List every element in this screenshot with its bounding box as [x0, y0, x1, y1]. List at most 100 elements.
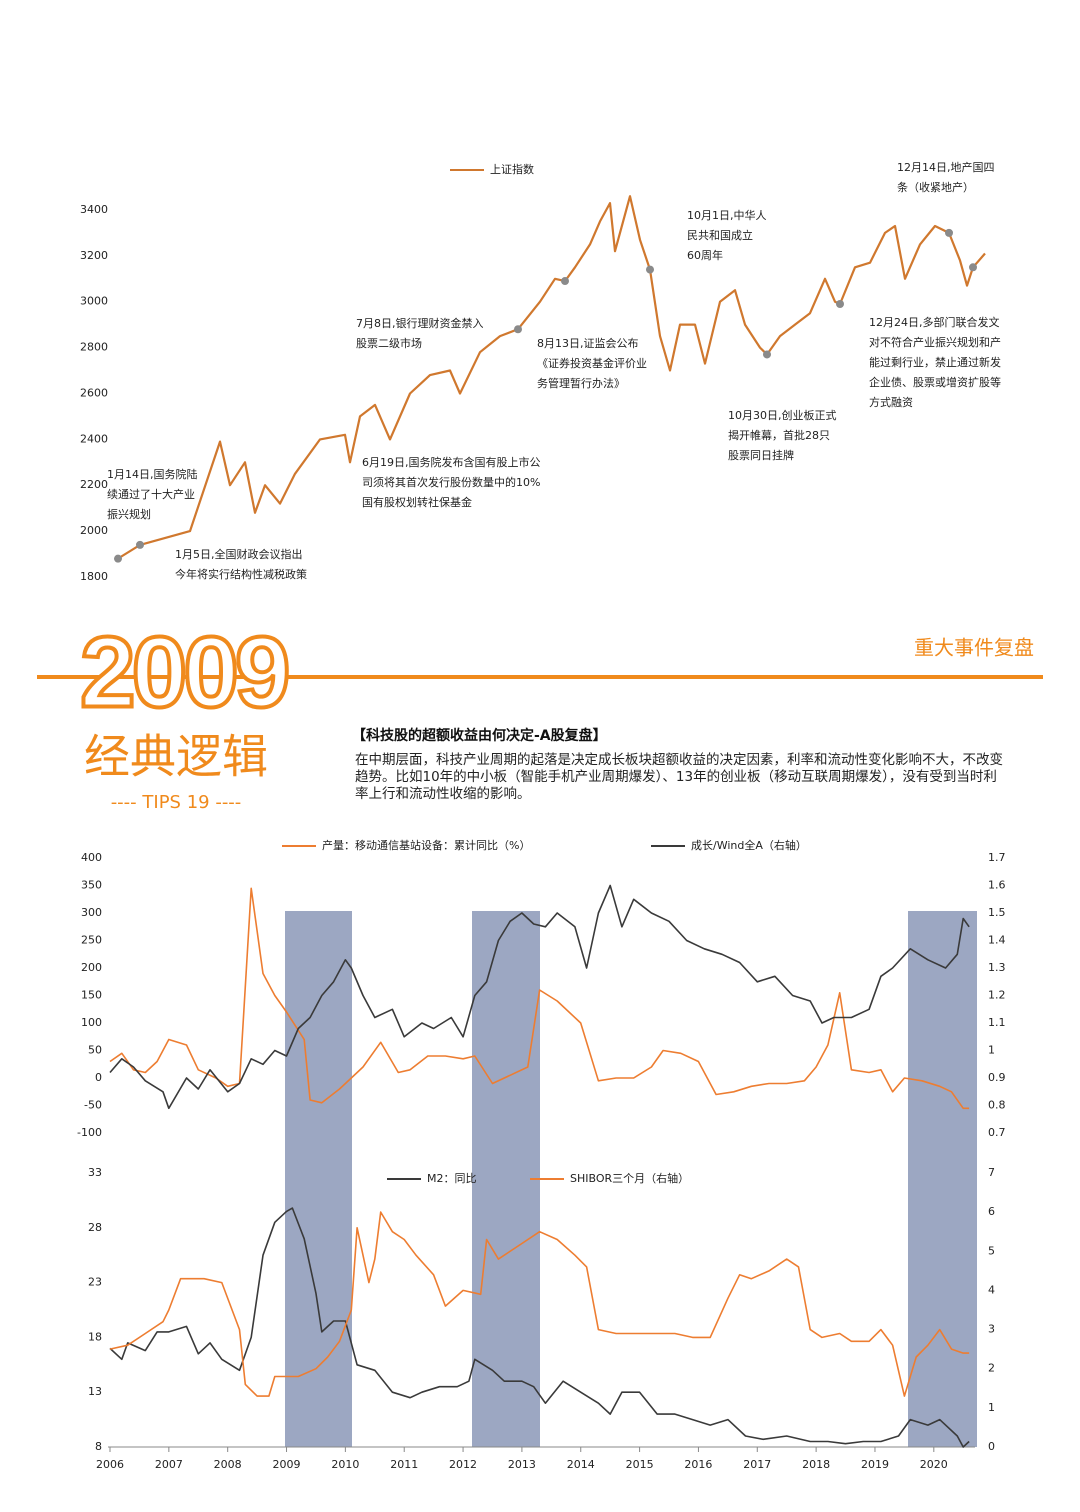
- y2-tick-label: 1.2: [988, 989, 1006, 1002]
- x-tick-label: 2015: [626, 1458, 654, 1471]
- y-tick-label: 100: [81, 1016, 102, 1029]
- y-tick-label: 3400: [80, 203, 108, 216]
- annotation: 10月1日,中华人: [687, 208, 767, 222]
- y2-tick-label: 1.5: [988, 906, 1006, 919]
- x-tick-label: 2020: [920, 1458, 948, 1471]
- annotation: 10月30日,创业板正式: [728, 408, 837, 422]
- event-dot: [646, 265, 654, 274]
- event-dot: [763, 350, 771, 359]
- y-tick-label: 18: [88, 1330, 102, 1343]
- annotation: 司须将其首次发行股份数量中的10%: [362, 475, 540, 489]
- section-title: 重大事件复盘: [914, 636, 1034, 660]
- highlight-band: [908, 911, 977, 1447]
- y-tick-label: -100: [77, 1126, 102, 1139]
- event-dot: [114, 554, 122, 563]
- y-tick-label: 250: [81, 934, 102, 947]
- x-tick-label: 2018: [802, 1458, 830, 1471]
- tips-label: ---- TIPS 19 ----: [111, 792, 242, 813]
- x-tick-label: 2010: [331, 1458, 359, 1471]
- y2-tick-label: 1.4: [988, 934, 1006, 947]
- y2-tick-label: 1: [988, 1044, 995, 1057]
- event-dot: [945, 228, 953, 237]
- y2-tick-label: 5: [988, 1244, 995, 1257]
- y-tick-label: 2800: [80, 341, 108, 354]
- legend-label: 上证指数: [490, 162, 534, 176]
- annotation: 揭开帷幕，首批28只: [728, 428, 830, 442]
- y-tick-label: 2600: [80, 386, 108, 399]
- y2-tick-label: 4: [988, 1283, 995, 1296]
- x-tick-label: 2017: [743, 1458, 771, 1471]
- y-tick-label: 23: [88, 1276, 102, 1289]
- y-tick-label: 400: [81, 851, 102, 864]
- y-tick-label: 8: [95, 1440, 102, 1453]
- legend-label: M2：同比: [427, 1172, 477, 1185]
- y2-tick-label: 1.7: [988, 851, 1006, 864]
- annotation: 条（收紧地产）: [897, 180, 974, 194]
- series-line: [109, 884, 970, 1110]
- legend-label: SHIBOR三个月（右轴）: [570, 1171, 689, 1185]
- annotation: 方式融资: [869, 395, 913, 409]
- annotation: 12月14日,地产国四: [897, 160, 995, 174]
- y2-tick-label: 7: [988, 1166, 995, 1179]
- y-tick-label: 1800: [80, 570, 108, 583]
- legend-label: 成长/Wind全A（右轴）: [691, 838, 807, 852]
- event-dot: [836, 300, 844, 308]
- heading: 【科技股的超额收益由何决定-A股复盘】: [352, 728, 607, 744]
- x-tick-label: 2014: [567, 1458, 595, 1471]
- series-line: [109, 1211, 970, 1397]
- annotation: 对不符合产业振兴规划和产: [869, 335, 1001, 349]
- y2-tick-label: 1.3: [988, 961, 1006, 974]
- y-tick-label: 13: [88, 1385, 102, 1398]
- annotation: 《证券投资基金评价业: [537, 356, 647, 370]
- y-tick-label: 2200: [80, 478, 108, 491]
- annotation: 12月24日,多部门联合发文: [869, 315, 1000, 329]
- event-dot: [514, 325, 522, 334]
- y2-tick-label: 3: [988, 1323, 995, 1336]
- event-dot: [969, 263, 977, 272]
- annotation: 7月8日,银行理财资金禁入: [356, 316, 484, 330]
- x-tick-label: 2008: [214, 1458, 242, 1471]
- y-tick-label: 150: [81, 989, 102, 1002]
- annotation: 续通过了十大产业: [107, 487, 195, 501]
- y2-tick-label: 1: [988, 1401, 995, 1414]
- annotation: 民共和国成立: [687, 228, 753, 242]
- series-line: [117, 195, 986, 560]
- y-tick-label: 300: [81, 906, 102, 919]
- y-tick-label: 33: [88, 1166, 102, 1179]
- highlight-band: [472, 911, 540, 1447]
- y2-tick-label: 0.9: [988, 1071, 1006, 1084]
- event-dot: [136, 540, 144, 549]
- series-line: [109, 1207, 970, 1448]
- y-tick-label: 0: [95, 1071, 102, 1084]
- y-tick-label: 2400: [80, 432, 108, 445]
- annotation: 振兴规划: [107, 507, 151, 521]
- y-tick-label: -50: [84, 1099, 102, 1112]
- y2-tick-label: 0.7: [988, 1126, 1006, 1139]
- annotation: 8月13日,证监会公布: [537, 337, 639, 350]
- annotation: 能过剩行业，禁止通过新发: [869, 355, 1001, 369]
- y2-tick-label: 1.6: [988, 879, 1006, 892]
- y2-tick-label: 0.8: [988, 1099, 1006, 1112]
- y2-tick-label: 0: [988, 1440, 995, 1453]
- y2-tick-label: 1.1: [988, 1016, 1006, 1029]
- x-tick-label: 2006: [96, 1458, 124, 1471]
- x-tick-label: 2007: [155, 1458, 183, 1471]
- annotation: 1月14日,国务院陆: [107, 467, 198, 481]
- annotation: 6月19日,国务院发布含国有股上市公: [362, 455, 541, 469]
- event-dot: [561, 277, 569, 286]
- paragraph: 在中期层面，科技产业周期的起落是决定成长板块超额收益的决定因素，利率和流动性变化…: [355, 752, 1003, 802]
- annotation: 1月5日,全国财政会议指出: [175, 547, 303, 561]
- year-title: 2009: [80, 616, 287, 728]
- annotation: 60周年: [687, 248, 723, 262]
- y-tick-label: 50: [88, 1044, 102, 1057]
- y-tick-label: 350: [81, 879, 102, 892]
- y2-tick-label: 6: [988, 1205, 995, 1218]
- y-tick-label: 200: [81, 961, 102, 974]
- y-tick-label: 3200: [80, 249, 108, 262]
- annotation: 股票同日挂牌: [728, 448, 794, 462]
- x-tick-label: 2009: [273, 1458, 301, 1471]
- x-tick-label: 2013: [508, 1458, 536, 1471]
- annotation: 今年将实行结构性减税政策: [175, 567, 307, 581]
- x-tick-label: 2016: [684, 1458, 712, 1471]
